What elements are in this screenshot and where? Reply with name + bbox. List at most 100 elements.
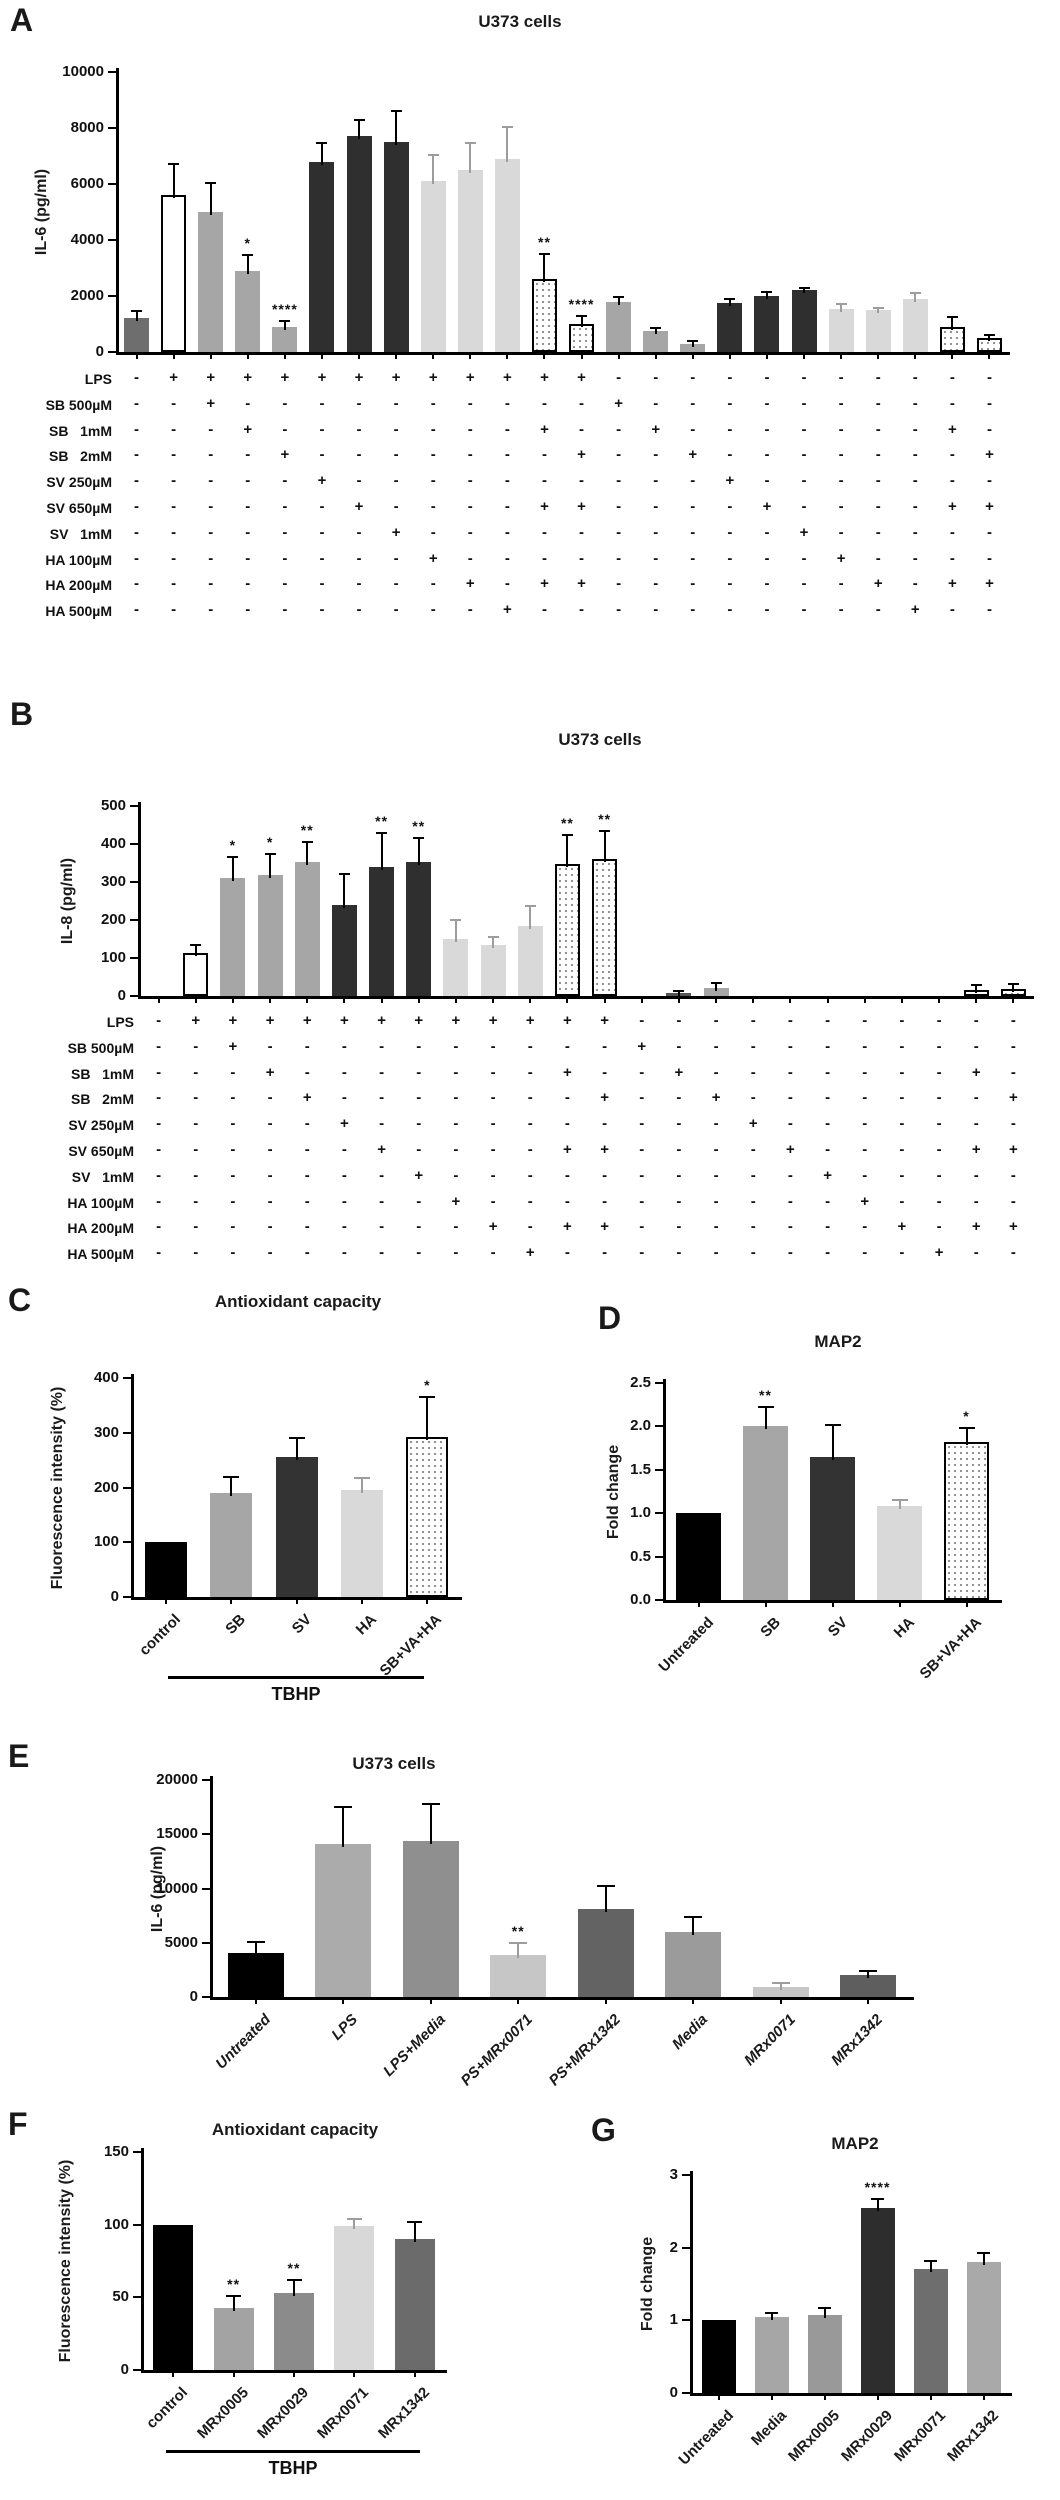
matrix-cell: + [1009,1141,1018,1158]
matrix-cell: - [838,420,844,438]
matrix-cell: - [1010,1192,1016,1210]
matrix-cell: - [393,394,399,412]
matrix-cell: + [688,446,698,464]
bar-E-Untreated [227,1952,284,1997]
matrix-cell: - [453,1115,459,1133]
error-bar-cap [891,1499,908,1502]
matrix-cell: - [616,575,622,593]
matrix-cell: + [317,369,327,386]
matrix-row-label: HA 200µM [67,1220,134,1237]
matrix-cell: - [282,601,288,619]
matrix-cell: + [637,1037,647,1055]
matrix-cell: - [416,1218,422,1236]
error-bar-cap [376,831,388,834]
y-axis-tick [130,995,138,997]
bar-C-SB [210,1492,253,1597]
matrix-cell: - [676,1244,682,1262]
error-bar-cap [353,118,365,121]
y-tick-label: 0.5 [630,1547,651,1565]
x-axis-tick [209,354,212,359]
matrix-cell: - [912,549,918,567]
chart-title-c: Antioxidant capacity [214,1292,382,1311]
significance-marker: **** [864,2178,891,2195]
matrix-cell: - [393,420,399,438]
x-axis-tick [988,354,991,359]
group-label-tbhp: TBHP [268,2458,318,2478]
matrix-cell: - [282,549,288,567]
matrix-cell: - [393,575,399,593]
error-bar-cap [509,1941,528,1944]
x-axis-tick [283,354,286,359]
matrix-cell: - [764,446,770,464]
matrix-cell: - [653,575,659,593]
x-axis [131,1597,462,1600]
x-axis [141,2370,447,2373]
matrix-cell: - [319,446,325,464]
matrix-cell: + [540,369,549,386]
x-axis-tick [231,998,234,1003]
y-axis-label-b: IL-8 (pg/ml) [59,857,76,945]
bar-B-LPS [183,953,209,996]
bar-E-Media [665,1931,722,1997]
bar-A-HA 200µM [865,310,891,352]
matrix-cell: + [451,1012,461,1029]
error-bar-cap [427,153,439,156]
matrix-cell: + [502,601,512,619]
y-axis-tick [108,183,116,185]
bar-A-SV 1mM [791,290,817,352]
matrix-cell: - [171,472,177,490]
chart-title-e: U373 cells [352,1754,436,1773]
error-bar-cap [871,2197,884,2200]
matrix-cell: - [653,523,659,541]
error-bar [306,842,309,865]
matrix-cell: + [711,1089,721,1107]
bar-A-LPS+SB 1mM [235,270,261,352]
significance-marker: **** [568,295,595,312]
matrix-cell: - [304,1244,310,1262]
error-bar [543,254,546,283]
matrix-cell: - [875,549,881,567]
matrix-cell: - [949,601,955,619]
y-tick-label: 100 [100,949,126,966]
x-axis-tick [728,354,731,359]
error-bar-cap [353,1476,370,1479]
matrix-cell: - [541,549,547,567]
error-bar-cap [859,1969,878,1972]
x-axis-tick [770,2395,773,2400]
matrix-cell: - [193,1063,199,1081]
bar-G-MRx1342 [966,2262,1001,2393]
error-bar-cap [338,872,350,875]
matrix-cell: - [579,523,585,541]
matrix-cell: - [616,498,622,515]
significance-marker: * [229,837,237,854]
matrix-cell: - [727,369,733,386]
error-bar-cap [168,163,180,166]
bar-A-LPS+SV 250µM [309,161,335,352]
error-bar [283,321,286,330]
error-bar [617,297,620,305]
x-axis-tick [246,354,249,359]
error-bar-cap [576,314,588,317]
bar-A-LPS+SB 500µM [198,212,224,352]
matrix-cell: - [193,1141,199,1158]
y-tick-label: 0 [120,2361,129,2378]
matrix-cell: + [340,1012,349,1029]
y-tick-label: 1.5 [630,1460,651,1478]
group-underline [166,2450,420,2453]
matrix-cell: - [616,523,622,541]
matrix-cell: - [579,549,585,567]
matrix-cell: - [379,1063,385,1081]
matrix-cell: - [949,369,955,386]
matrix-cell: - [564,1089,570,1107]
matrix-cell: + [910,601,920,619]
x-axis-tick [342,1999,345,2004]
panel-label-d: D [598,1300,622,1336]
matrix-cell: + [860,1192,870,1210]
matrix-cell: - [156,1192,162,1210]
matrix-cell: - [341,1037,347,1055]
error-bar-cap [761,290,773,293]
matrix-cell: - [862,1063,868,1081]
error-bar-cap [487,936,499,939]
matrix-cell: - [453,1089,459,1107]
matrix-cell: + [897,1218,907,1236]
